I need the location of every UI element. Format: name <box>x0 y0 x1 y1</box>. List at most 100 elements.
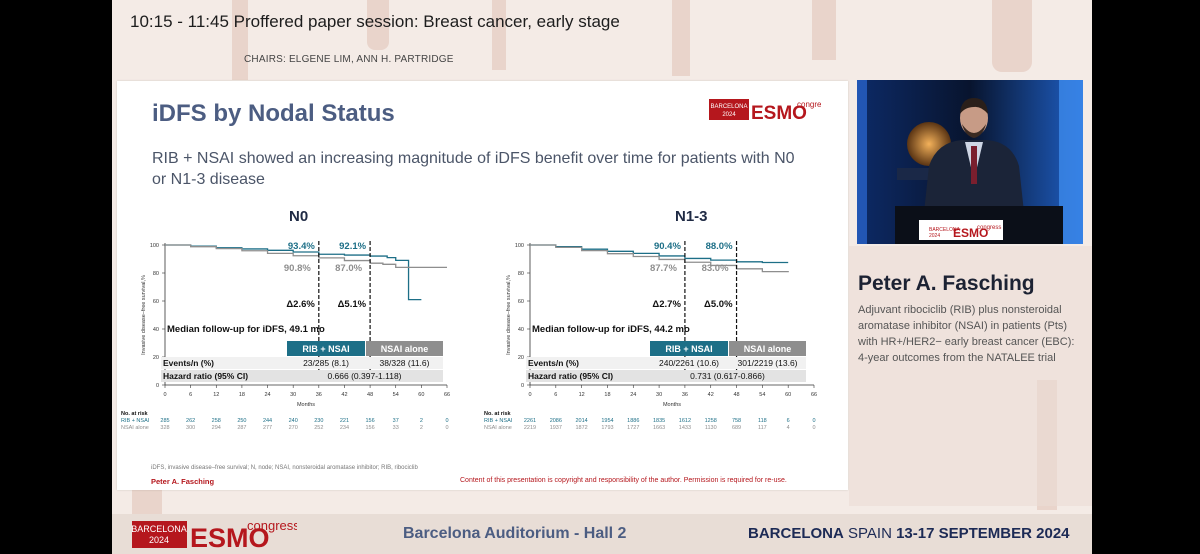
risk-table-cell: 1886 <box>627 418 639 424</box>
y-tick-label: 20 <box>153 355 159 361</box>
risk-table-cell: 4 <box>787 425 790 431</box>
risk-table-cell: 2261 <box>524 418 536 424</box>
background-spire <box>492 0 506 70</box>
risk-table-cell: 244 <box>263 418 272 424</box>
table-header-rib-label: RIB + NSAI <box>302 344 349 354</box>
risk-table-cell: 689 <box>732 425 741 431</box>
x-tick-label: 18 <box>239 392 245 398</box>
table-row-hr <box>161 370 443 382</box>
risk-table-cell: 252 <box>314 425 323 431</box>
x-tick-label: 0 <box>528 392 531 398</box>
risk-table-cell: 2086 <box>550 418 562 424</box>
nsai-landmark-label: 87.7% <box>650 263 677 274</box>
risk-table-cell: 0 <box>812 418 815 424</box>
x-tick-label: 48 <box>733 392 739 398</box>
country-word: SPAIN <box>848 525 892 542</box>
risk-table-cell: 2 <box>420 425 423 431</box>
x-tick-label: 54 <box>759 392 765 398</box>
table-row-label: Events/n (%) <box>528 358 579 368</box>
median-followup: Median follow-up for iDFS, 49.1 mo <box>167 324 325 335</box>
table-header-rib <box>650 341 728 356</box>
risk-table-cell: 117 <box>758 425 767 431</box>
risk-table-cell: 1433 <box>679 425 691 431</box>
slide-author: Peter A. Fasching <box>151 477 215 486</box>
risk-table-cell: 156 <box>365 418 374 424</box>
table-header-rib <box>287 341 365 356</box>
esmo-congress-footer-logo: BARCELONA 2024 ESMO congress <box>132 518 297 551</box>
x-tick-label: 60 <box>418 392 424 398</box>
risk-table-cell: 294 <box>212 425 221 431</box>
risk-row-label: NSAI alone <box>121 425 149 431</box>
risk-row-label: RIB + NSAI <box>484 418 513 424</box>
y-axis-label: Invasive disease–free survival,% <box>506 275 512 355</box>
km-curve-nsai-alone <box>530 244 789 273</box>
x-tick-label: 30 <box>290 392 296 398</box>
venue-label: Barcelona Auditorium - Hall 2 <box>403 525 627 542</box>
congress-dates: BARCELONA SPAIN 13-17 SEPTEMBER 2024 <box>748 525 1070 542</box>
table-cell: 38/328 (11.6) <box>380 358 430 368</box>
y-axis-label: Invasive disease–free survival,% <box>141 275 147 355</box>
x-tick-label: 24 <box>630 392 636 398</box>
y-tick-label: 100 <box>150 243 159 249</box>
risk-table-cell: 270 <box>289 425 298 431</box>
table-header-rib-label: RIB + NSAI <box>665 344 712 354</box>
rib-landmark-label: 90.4% <box>654 241 681 252</box>
risk-table-cell: 1835 <box>653 418 665 424</box>
x-tick-label: 42 <box>708 392 714 398</box>
x-tick-label: 66 <box>811 392 817 398</box>
x-tick-label: 0 <box>163 392 166 398</box>
y-tick-label: 100 <box>515 243 524 249</box>
dates-text: 13-17 SEPTEMBER 2024 <box>896 525 1070 542</box>
x-axis-label: Months <box>663 402 681 408</box>
x-tick-label: 18 <box>604 392 610 398</box>
rib-landmark-label: 93.4% <box>288 241 315 252</box>
risk-table-cell: 285 <box>160 418 169 424</box>
risk-table-cell: 1872 <box>576 425 588 431</box>
svg-text:BARCELONA: BARCELONA <box>132 524 187 534</box>
speaker-name: Peter A. Fasching <box>858 272 1035 295</box>
esmo-congress-logo: BARCELONA 2024 ESMO congress <box>709 99 821 122</box>
risk-table-cell: 300 <box>186 425 195 431</box>
risk-table-cell: 328 <box>160 425 169 431</box>
copyright-notice: Content of this presentation is copyrigh… <box>460 477 787 484</box>
panel-title-n1-3: N1-3 <box>675 208 708 225</box>
table-header-nsai-label: NSAI alone <box>744 344 792 354</box>
table-cell: 0.666 (0.397-1.118) <box>327 371 401 381</box>
rib-landmark-label: 92.1% <box>339 241 366 252</box>
talk-title: Adjuvant ribociclib (RIB) plus nonsteroi… <box>858 304 1075 364</box>
presentation-slide: iDFS by Nodal Status BARCELONA 2024 ESMO… <box>117 81 848 490</box>
risk-table-cell: 33 <box>393 425 399 431</box>
risk-row-label: RIB + NSAI <box>121 418 150 424</box>
table-cell: 301/2219 (13.6) <box>737 358 797 368</box>
table-cell: 23/285 (8.1) <box>303 358 349 368</box>
nsai-landmark-label: 83.0% <box>702 263 729 274</box>
x-tick-label: 12 <box>213 392 219 398</box>
x-tick-label: 36 <box>682 392 688 398</box>
table-row-hr <box>526 370 806 382</box>
median-followup: Median follow-up for iDFS, 44.2 mo <box>532 324 690 335</box>
table-cell: 240/2261 (10.6) <box>659 358 719 368</box>
x-tick-label: 24 <box>264 392 270 398</box>
table-row-label: Events/n (%) <box>163 358 214 368</box>
risk-table-cell: 0 <box>445 418 448 424</box>
risk-table-cell: 2014 <box>576 418 588 424</box>
risk-table-cell: 1727 <box>627 425 639 431</box>
risk-row-label: NSAI alone <box>484 425 512 431</box>
background-spire <box>367 0 389 50</box>
risk-table-cell: 1937 <box>550 425 562 431</box>
x-tick-label: 6 <box>554 392 557 398</box>
y-tick-label: 60 <box>518 299 524 305</box>
risk-table-cell: 230 <box>314 418 323 424</box>
y-tick-label: 20 <box>518 355 524 361</box>
risk-table-cell: 0 <box>812 425 815 431</box>
slide-subtitle: RIB + NSAI showed an increasing magnitud… <box>152 150 795 188</box>
risk-table-cell: 240 <box>289 418 298 424</box>
svg-text:2024: 2024 <box>149 535 169 545</box>
risk-table-cell: 1954 <box>601 418 613 424</box>
svg-text:2024: 2024 <box>722 112 736 118</box>
table-header-nsai <box>729 341 806 356</box>
y-tick-label: 40 <box>153 327 159 333</box>
svg-text:congress: congress <box>977 225 1001 231</box>
risk-table-cell: 1663 <box>653 425 665 431</box>
